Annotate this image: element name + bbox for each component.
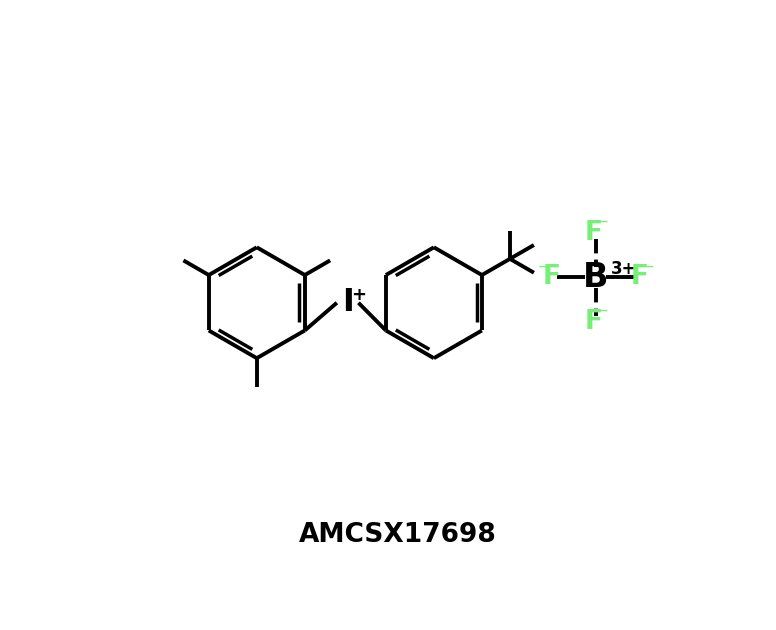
Text: F: F [630, 265, 649, 290]
Text: ⁻: ⁻ [599, 217, 609, 235]
Text: ⁻: ⁻ [599, 306, 609, 324]
Text: F: F [585, 309, 603, 335]
Text: ⁻: ⁻ [538, 261, 547, 280]
Text: AMCSX17698: AMCSX17698 [299, 522, 497, 548]
Text: F: F [542, 265, 561, 290]
Text: B: B [583, 261, 608, 294]
Text: 3+: 3+ [611, 260, 636, 278]
Text: F: F [585, 220, 603, 246]
Text: ⁻: ⁻ [645, 261, 654, 280]
Text: +: + [351, 286, 366, 304]
Text: I: I [341, 287, 354, 318]
